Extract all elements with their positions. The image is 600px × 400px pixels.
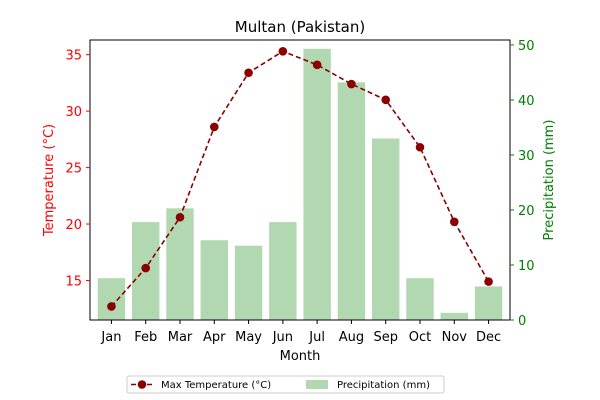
temperature-line [107, 46, 493, 311]
x-tick-label-nov: Nov [442, 330, 468, 345]
right-tick-label: 10 [518, 259, 535, 274]
x-tick-label-jan: Jan [100, 330, 121, 345]
temperature-point-apr [209, 122, 219, 132]
precipitation-bar-nov [440, 312, 468, 320]
temperature-point-feb [141, 263, 151, 273]
right-axis-label: Precipitation (mm) [542, 120, 557, 241]
x-axis-label: Month [280, 349, 321, 364]
precipitation-bars [97, 48, 503, 320]
temperature-point-dec [484, 277, 493, 286]
legend-box [126, 375, 445, 394]
temperature-point-may [244, 68, 253, 78]
left-axis-label: Temperature (°C) [42, 124, 57, 237]
plot-frame [89, 39, 511, 321]
precipitation-bar-mar [166, 208, 194, 320]
right-tick-label: 20 [518, 204, 535, 219]
x-tick-label-oct: Oct [409, 330, 431, 345]
right-axis: 0 10 20 30 40 50 [510, 39, 535, 329]
temperature-point-jul [312, 60, 322, 70]
x-tick-label-jul: Jul [308, 330, 325, 345]
precipitation-bar-jun [269, 222, 297, 320]
left-tick-label: 30 [65, 105, 82, 120]
right-tick-label: 30 [518, 149, 535, 164]
legend-line-marker [137, 380, 147, 389]
precipitation-bar-may [234, 245, 263, 320]
x-tick-label-dec: Dec [476, 330, 501, 345]
precipitation-bar-oct [406, 278, 434, 320]
precipitation-bar-aug [337, 82, 366, 320]
x-tick-label-may: May [235, 330, 262, 345]
x-tick-label-feb: Feb [134, 330, 157, 345]
precipitation-bar-jan [97, 278, 126, 320]
precipitation-bar-jul [303, 48, 331, 320]
legend: Max Temperature (°C) Precipitation (mm) [126, 375, 445, 394]
right-tick-label: 0 [518, 314, 526, 329]
temperature-point-jun [278, 46, 288, 56]
x-tick-label-jun: Jun [272, 330, 293, 345]
temperature-point-aug [347, 79, 356, 89]
precipitation-bar-sep [372, 138, 400, 320]
legend-temperature-label: Max Temperature (°C) [161, 380, 271, 391]
precipitation-bar-apr [200, 240, 228, 320]
right-tick-label: 40 [518, 94, 535, 109]
temperature-point-jan [107, 302, 116, 311]
temperature-point-nov [449, 217, 459, 227]
left-axis: 15 20 25 30 35 [65, 49, 90, 289]
legend-precipitation-label: Precipitation (mm) [337, 380, 430, 391]
temperature-point-oct [415, 142, 425, 152]
temperature-series-line [110, 50, 490, 307]
left-tick-label: 25 [65, 162, 82, 177]
chart-title: Multan (Pakistan) [235, 18, 365, 36]
x-tick-label-aug: Aug [339, 330, 364, 345]
left-tick-label: 35 [65, 49, 82, 64]
x-tick-label-sep: Sep [373, 330, 398, 345]
legend-bar-swatch [306, 380, 328, 389]
temperature-point-sep [381, 95, 391, 105]
left-tick-label: 20 [65, 218, 82, 233]
temperature-point-mar [175, 212, 185, 222]
x-tick-label-mar: Mar [168, 330, 193, 345]
right-tick-label: 50 [518, 39, 535, 54]
x-tick-label-apr: Apr [203, 330, 226, 345]
precipitation-bar-dec [474, 286, 503, 320]
left-tick-label: 15 [65, 274, 82, 289]
x-axis: Jan Feb Mar Apr May Jun Jul Aug Sep Oct Nov Dec [100, 320, 501, 345]
